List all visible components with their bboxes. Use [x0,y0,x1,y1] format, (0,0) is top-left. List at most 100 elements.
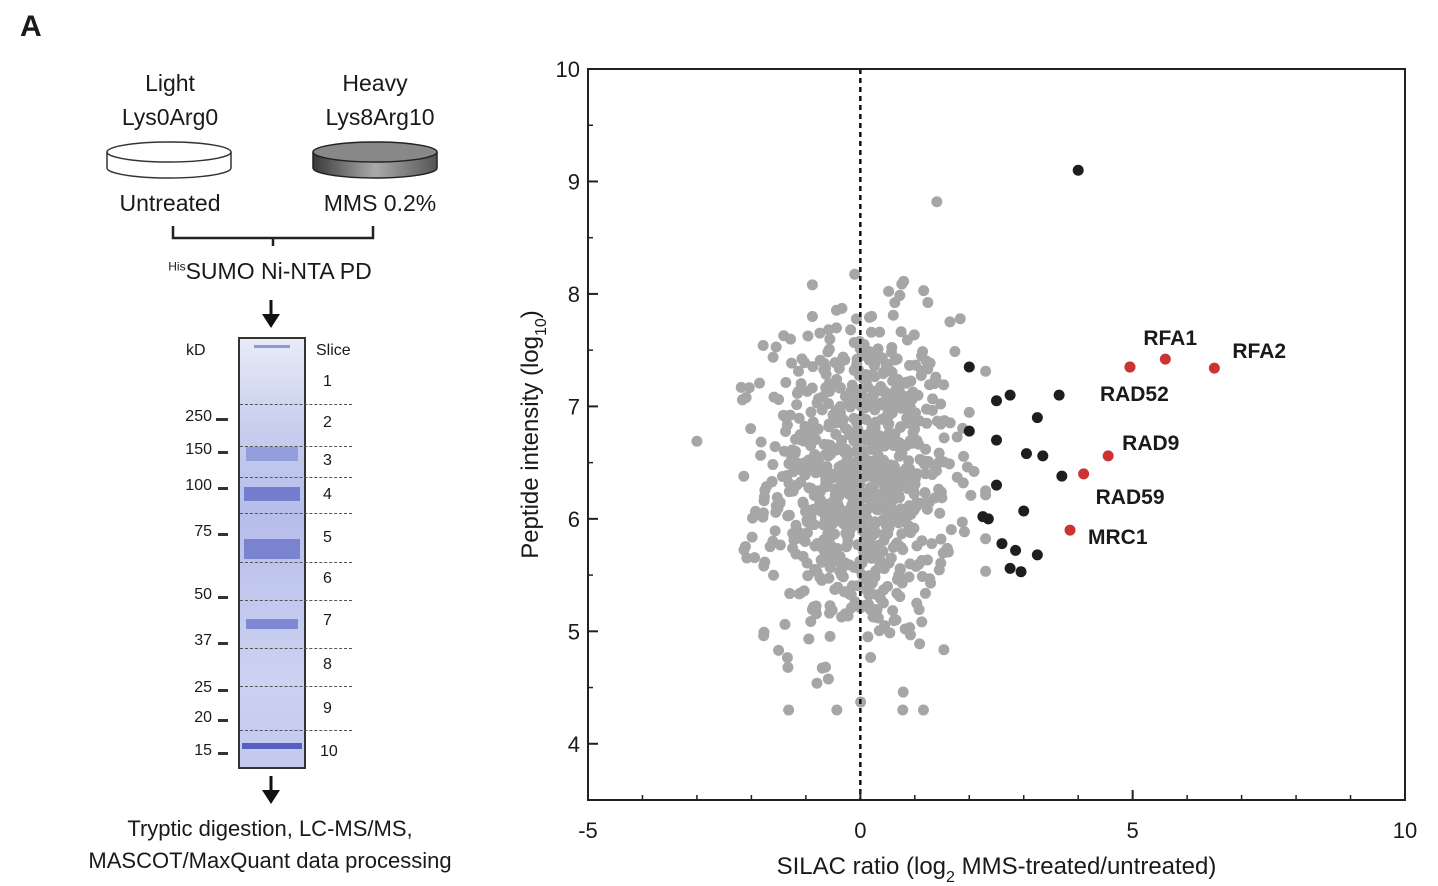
background-point [787,466,799,478]
background-point [741,552,753,564]
background-point [795,587,807,599]
background-point [814,327,826,339]
background-point [894,442,906,454]
background-point [911,540,923,552]
plot-frame [587,68,1406,801]
enriched-point [1031,549,1043,561]
background-point [818,438,830,450]
background-point [845,324,857,336]
background-point [922,297,934,309]
background-point [823,450,835,462]
slice-number: 5 [323,529,332,546]
slice-divider [240,477,352,478]
background-point [780,376,792,388]
background-point [824,333,836,345]
y-tick-label: 9 [568,169,580,194]
background-point [872,343,884,355]
background-point [866,482,878,494]
background-point [865,651,877,663]
background-point [793,412,805,424]
slice-divider [240,513,352,514]
background-point [814,486,826,498]
y-tick-label: 6 [568,507,580,532]
light-dish-icon [106,141,232,179]
point-label: MRC1 [1088,526,1148,549]
background-point [913,604,925,616]
background-point [867,385,879,397]
y-tick-label: 8 [568,282,580,307]
background-point [767,351,779,363]
point-label: RAD52 [1100,383,1169,406]
slice-divider [240,686,352,687]
background-point [894,563,906,575]
background-point [907,386,919,398]
background-point [916,571,928,583]
background-point [963,406,975,418]
background-point [882,580,894,592]
background-point [816,574,828,586]
background-point [809,448,821,460]
background-point [804,512,816,524]
background-point [911,468,923,480]
background-point [830,322,842,334]
background-point [771,491,783,503]
background-point [905,402,917,414]
background-point [795,378,807,390]
background-point [755,436,767,448]
background-point [848,412,860,424]
background-point [794,429,806,441]
background-point [877,597,889,609]
background-point [935,418,947,430]
background-point [830,428,842,440]
gel-band [242,743,302,749]
y-tick-label: 4 [568,732,580,757]
background-point [935,486,947,498]
enriched-point [963,425,975,437]
background-point [904,558,916,570]
background-point [806,279,818,291]
background-point [834,550,846,562]
background-point [847,483,859,495]
background-point [823,383,835,395]
background-point [834,382,846,394]
background-point [745,423,757,435]
pulldown-label: HisSUMO Ni-NTA PD [130,258,410,285]
background-point [898,275,910,287]
background-point [913,558,925,570]
background-point [793,365,805,377]
background-point [864,586,876,598]
background-point [874,561,886,573]
x-axis-label-main: SILAC ratio (log [777,853,946,880]
background-point [938,432,950,444]
background-point [883,285,895,297]
background-point [905,527,917,539]
background-point [823,547,835,559]
background-point [927,393,939,405]
background-point [802,330,814,342]
panel-label: A [20,10,42,43]
enriched-point [1056,470,1068,482]
background-point [778,330,790,342]
background-points [691,196,992,716]
background-point [866,577,878,589]
background-point [833,512,845,524]
y-axis-label: Peptide intensity (log10) [517,310,550,559]
marker-label: 250 [185,408,212,425]
background-point [886,342,898,354]
slice-divider [240,404,352,405]
background-point [749,552,761,564]
x-axis-label-sub: 2 [946,869,955,886]
slice-divider [240,730,352,731]
background-point [735,381,747,393]
enriched-point [1020,448,1032,460]
marker-label: 100 [185,477,212,494]
background-point [980,489,992,501]
background-point [843,559,855,571]
enriched-point [1072,164,1084,176]
background-point [897,686,909,698]
y-axis-label-main: Peptide intensity (log [517,336,544,559]
marker-tick [218,596,228,599]
slice-number: 3 [323,452,332,469]
background-point [805,440,817,452]
background-point [896,577,908,589]
